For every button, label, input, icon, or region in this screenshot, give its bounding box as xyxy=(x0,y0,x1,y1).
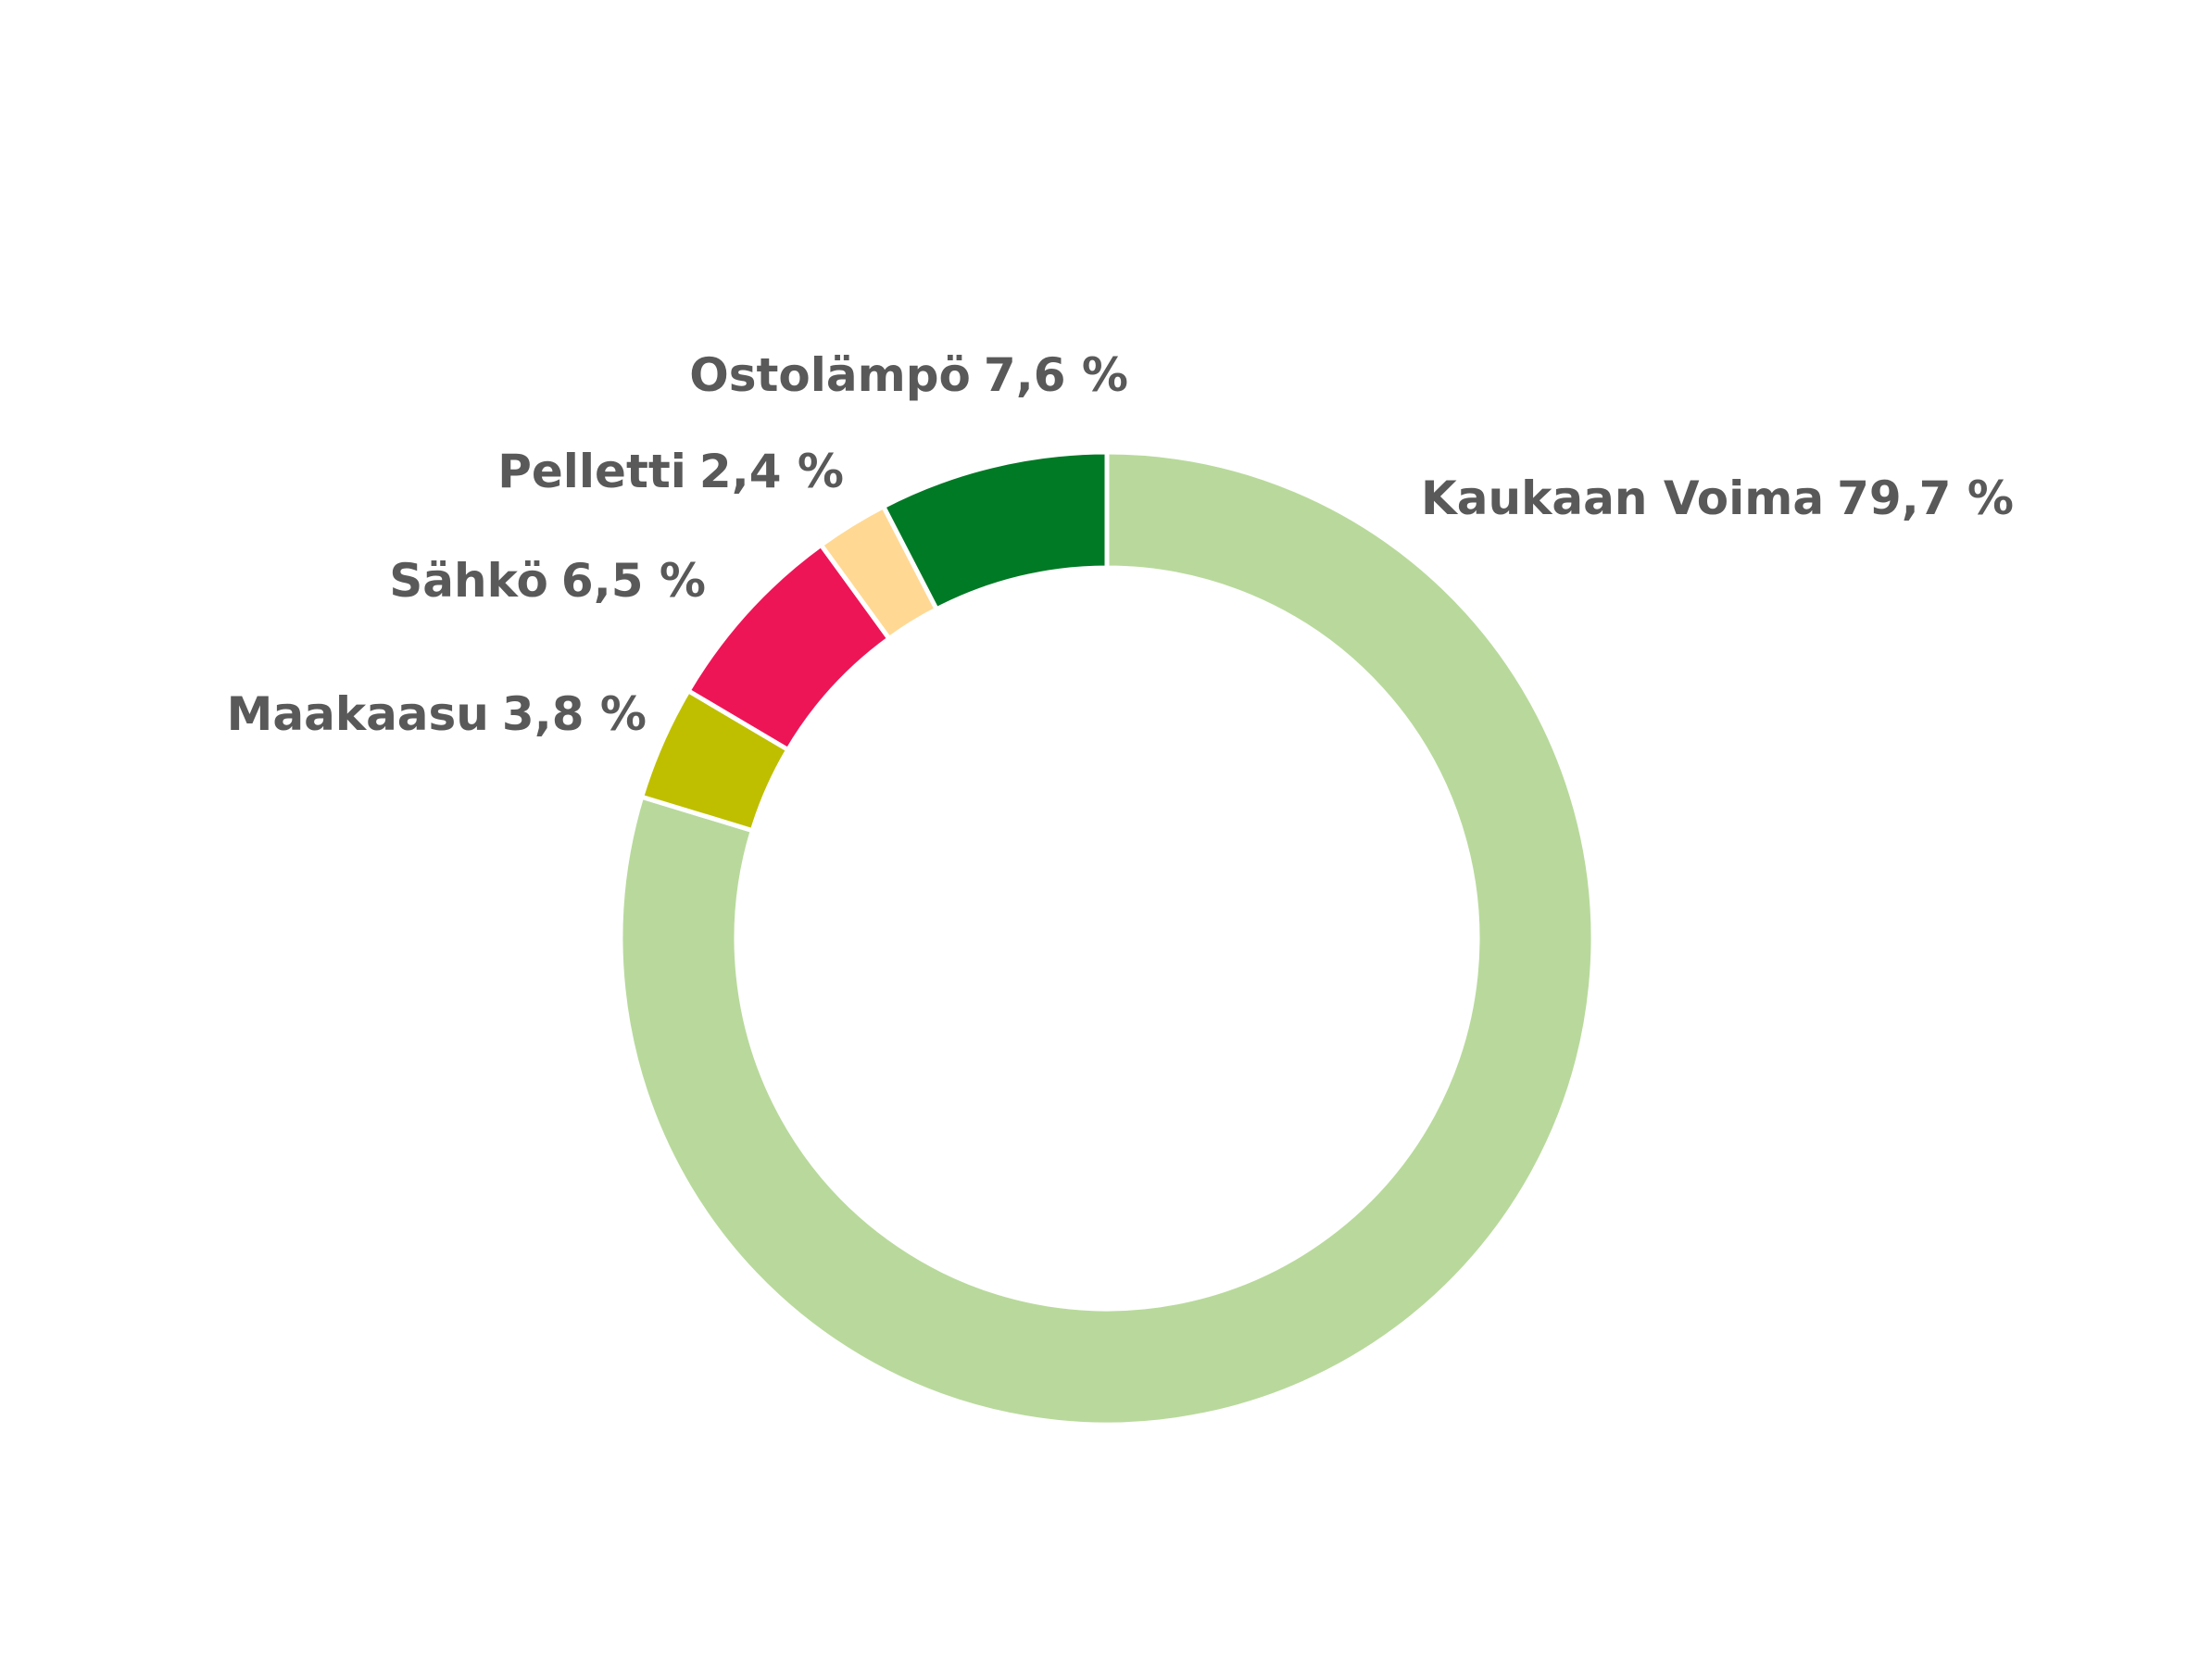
value-label: 2,4 % xyxy=(699,445,844,498)
category-name: Kaukaan Voima xyxy=(1421,471,1824,525)
data-label: Maakaasu 3,8 % xyxy=(227,687,647,741)
value-label: 6,5 % xyxy=(561,554,706,608)
donut-slice xyxy=(880,449,1110,613)
category-name: Pelletti xyxy=(497,445,686,498)
value-label: 79,7 % xyxy=(1837,471,2014,525)
category-name: Ostolämpö xyxy=(689,348,971,402)
donut-slice xyxy=(618,449,1596,1427)
value-label: 3,8 % xyxy=(502,687,647,741)
value-label: 7,6 % xyxy=(984,348,1128,402)
data-label: Pelletti 2,4 % xyxy=(497,445,844,498)
data-label: Kaukaan Voima 79,7 % xyxy=(1421,471,2014,525)
data-label: Sähkö 6,5 % xyxy=(389,554,706,608)
category-name: Sähkö xyxy=(389,554,548,608)
data-label: Ostolämpö 7,6 % xyxy=(689,348,1128,402)
category-name: Maakaasu xyxy=(227,687,489,741)
